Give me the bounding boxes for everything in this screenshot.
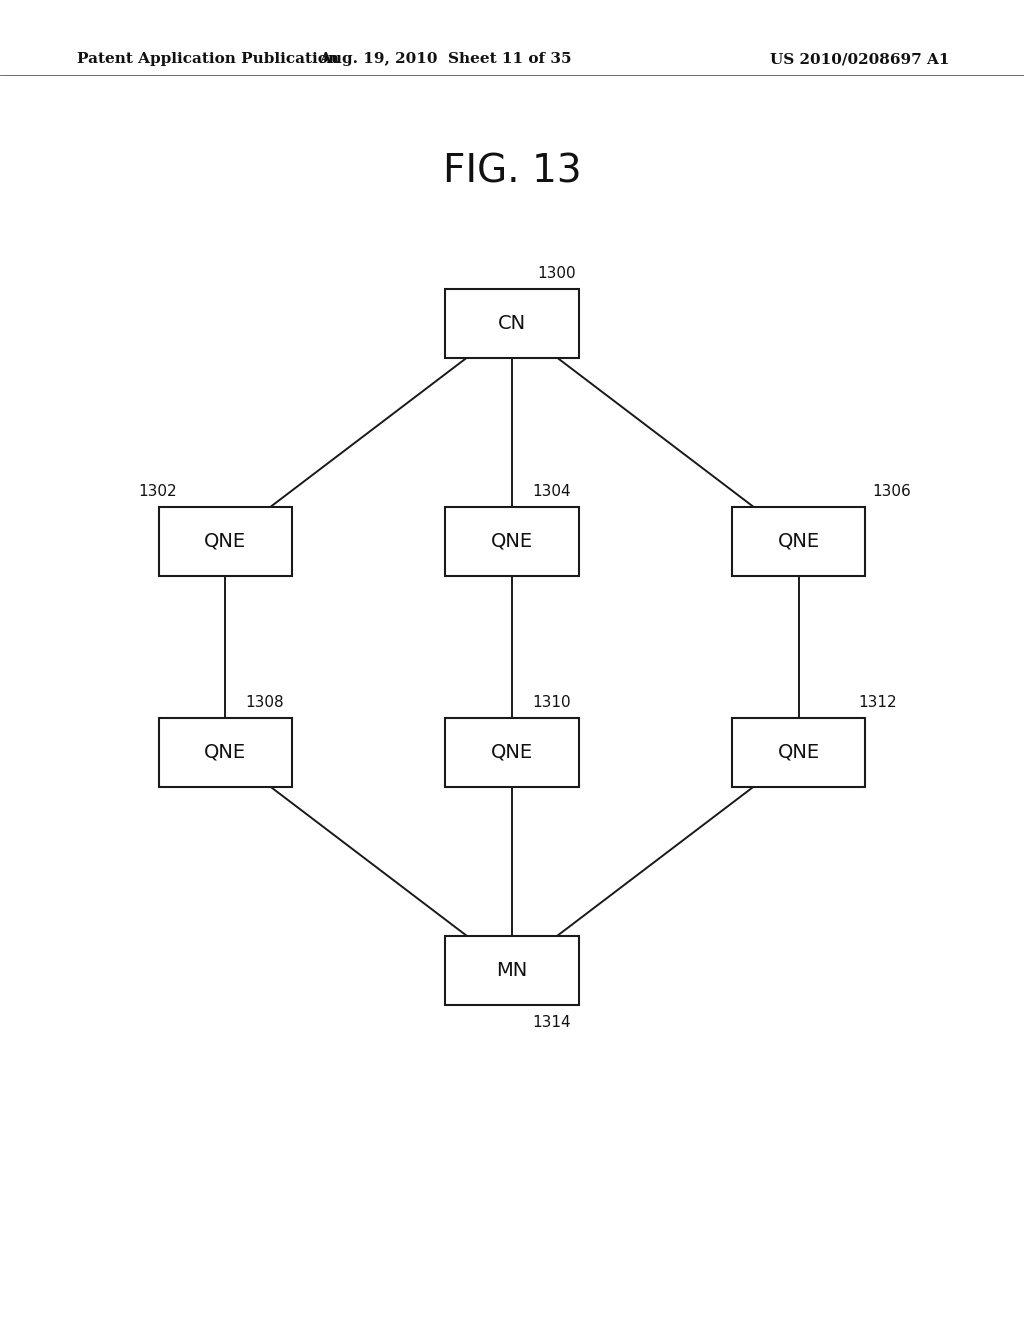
Text: FIG. 13: FIG. 13 [442, 153, 582, 190]
Bar [732, 718, 865, 787]
Bar [159, 718, 292, 787]
Text: 1314: 1314 [532, 1015, 571, 1030]
Text: 1304: 1304 [532, 484, 571, 499]
Text: QNE: QNE [204, 532, 247, 550]
Bar [445, 936, 579, 1005]
Text: 1312: 1312 [858, 696, 897, 710]
Text: QNE: QNE [204, 743, 247, 762]
Text: 1302: 1302 [138, 484, 177, 499]
Text: QNE: QNE [490, 532, 534, 550]
Text: QNE: QNE [777, 532, 820, 550]
Text: Aug. 19, 2010  Sheet 11 of 35: Aug. 19, 2010 Sheet 11 of 35 [319, 53, 571, 66]
Text: 1306: 1306 [872, 484, 911, 499]
Text: CN: CN [498, 314, 526, 333]
Bar [732, 507, 865, 576]
Text: QNE: QNE [490, 743, 534, 762]
Text: US 2010/0208697 A1: US 2010/0208697 A1 [770, 53, 950, 66]
Bar [445, 507, 579, 576]
Bar [445, 718, 579, 787]
Bar [445, 289, 579, 358]
Text: Patent Application Publication: Patent Application Publication [77, 53, 339, 66]
Text: QNE: QNE [777, 743, 820, 762]
Text: 1308: 1308 [246, 696, 285, 710]
Text: 1300: 1300 [538, 267, 577, 281]
Text: MN: MN [497, 961, 527, 979]
Bar [159, 507, 292, 576]
Text: 1310: 1310 [532, 696, 571, 710]
